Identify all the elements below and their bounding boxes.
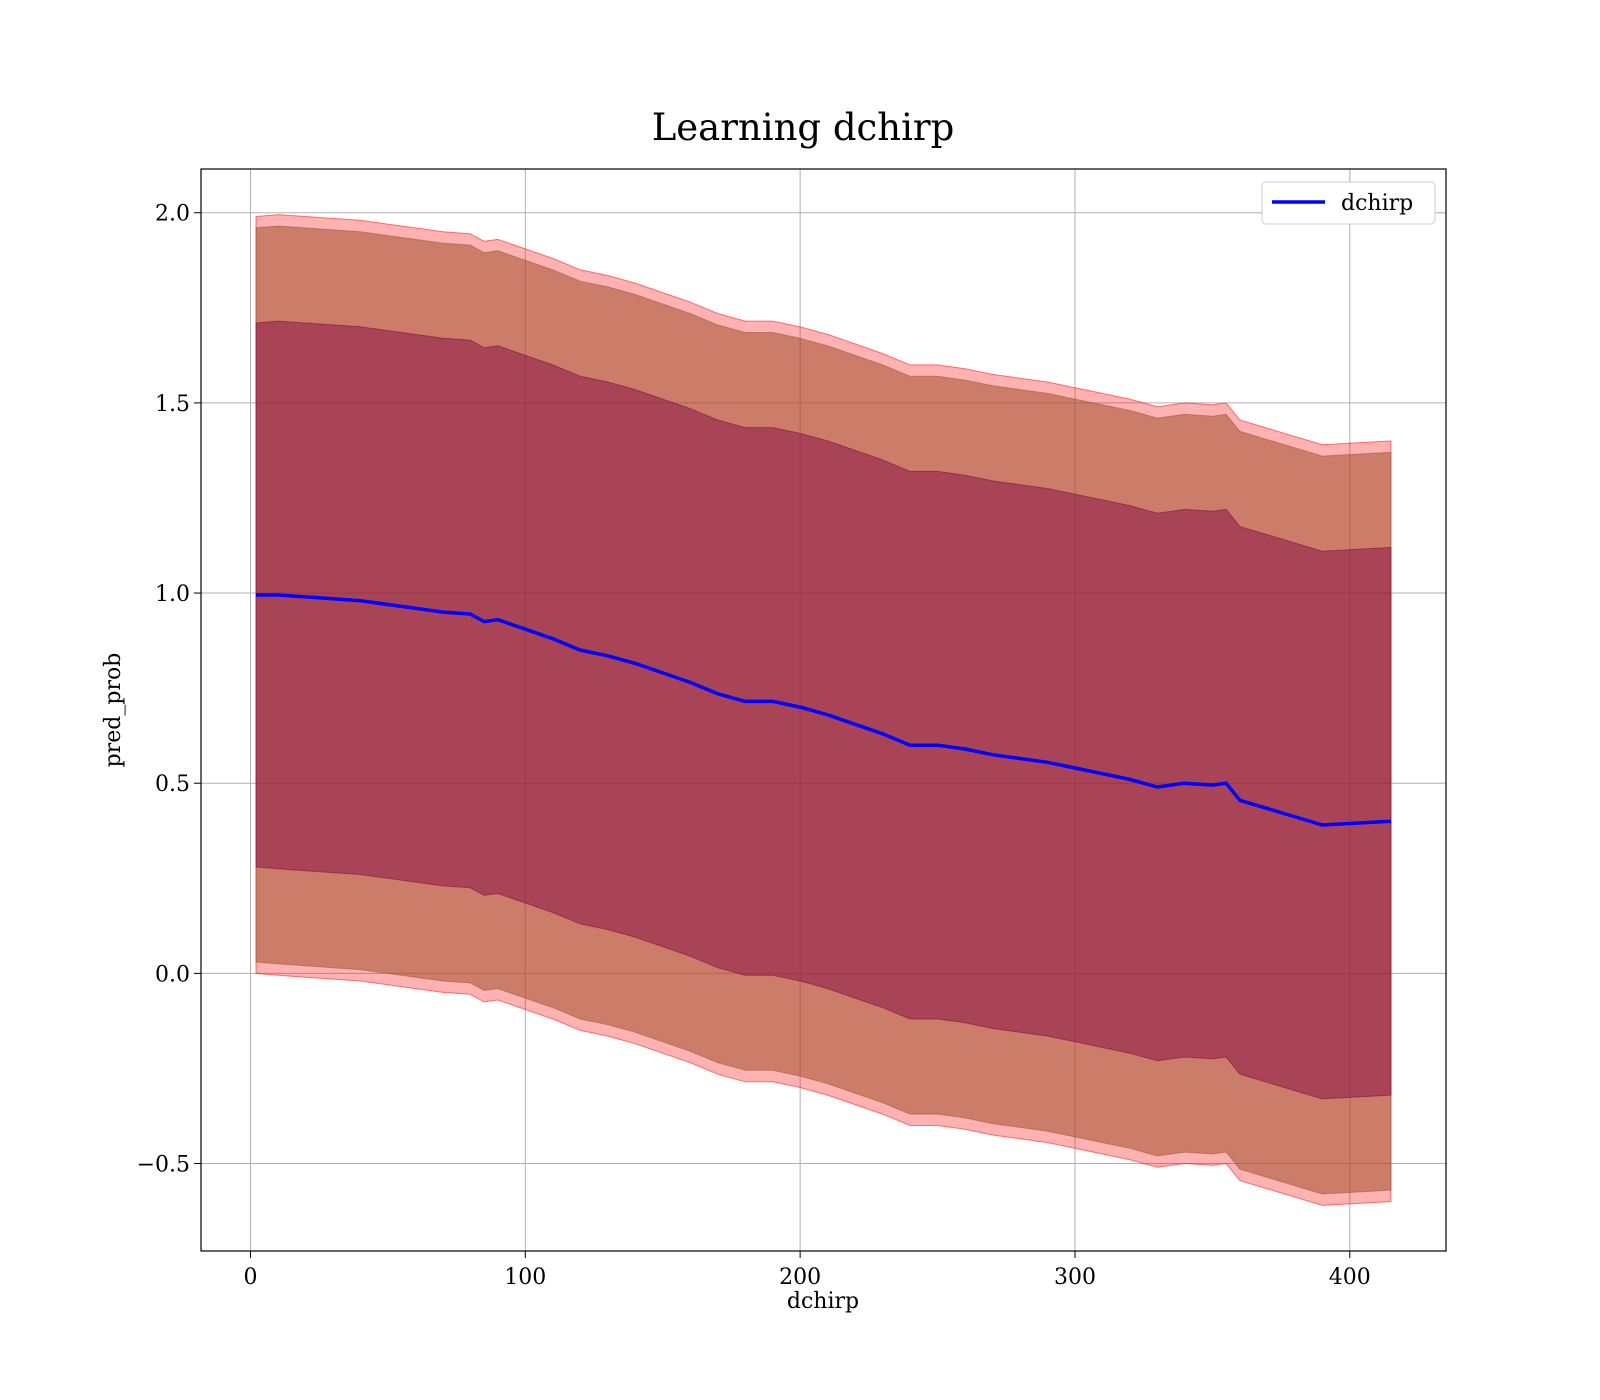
- y-tick-label: 1.5: [155, 392, 190, 417]
- band-inner: [255, 320, 1392, 1100]
- x-axis-label: dchirp: [787, 1289, 859, 1314]
- y-tick-label: 2.0: [155, 202, 190, 227]
- y-tick-label: 0.5: [155, 772, 190, 797]
- y-tick-label: −0.5: [137, 1153, 190, 1178]
- x-tick-label: 300: [1054, 1265, 1096, 1290]
- y-axis-label: pred_prob: [101, 653, 126, 768]
- plot-frame: [200, 168, 1447, 1252]
- legend-label-dchirp: dchirp: [1341, 191, 1413, 216]
- series-line-dchirp: [256, 593, 1392, 827]
- legend: dchirp: [1261, 181, 1436, 225]
- chart-title: Learning dchirp: [652, 106, 955, 149]
- x-tick-label: 400: [1329, 1265, 1371, 1290]
- band-middle: [255, 225, 1392, 1195]
- x-tick-label: 100: [504, 1265, 546, 1290]
- y-tick-label: 0.0: [155, 962, 190, 987]
- legend-box: [1261, 181, 1436, 225]
- confidence-bands: [255, 214, 1392, 1206]
- axis-ticks: 0 100 200 300 400 −0.5 0.0 0.5 1.0 1.5 2.0: [137, 202, 1371, 1290]
- x-tick-label: 0: [243, 1265, 257, 1290]
- y-tick-label: 1.0: [155, 582, 190, 607]
- x-tick-label: 200: [779, 1265, 821, 1290]
- series-lines: [256, 593, 1392, 827]
